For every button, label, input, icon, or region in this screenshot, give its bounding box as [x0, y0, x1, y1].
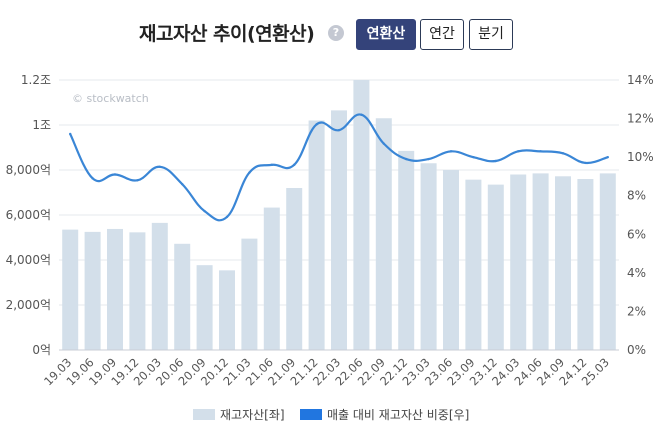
chart-title: 재고자산 추이(연환산) — [139, 23, 315, 45]
ratio-point-23.09[interactable] — [472, 155, 475, 159]
y-right-tick-label: 14% — [627, 73, 654, 87]
y-left-tick-label: 2,000억 — [6, 298, 51, 312]
bar-22.03[interactable] — [331, 110, 347, 350]
bar-23.06[interactable] — [443, 170, 459, 350]
legend-label-inventory: 재고자산[좌] — [220, 408, 285, 422]
help-icon[interactable]: ? — [328, 25, 344, 41]
ratio-point-22.03[interactable] — [337, 128, 341, 132]
ratio-point-20.09[interactable] — [203, 209, 206, 213]
y-right-tick-label: 2% — [627, 304, 646, 318]
chart-legend: 재고자산[좌] 매출 대비 재고자산 비중[우] — [0, 404, 666, 424]
y-right-tick-label: 6% — [627, 227, 646, 241]
ratio-point-23.12[interactable] — [494, 159, 497, 163]
ratio-point-19.12[interactable] — [136, 179, 139, 182]
y-left-tick-label: 0억 — [32, 343, 51, 357]
y-right-tick-label: 12% — [627, 112, 654, 126]
ratio-point-22.12[interactable] — [405, 157, 408, 161]
bar-24.03[interactable] — [510, 174, 527, 351]
y-right-tick-label: 10% — [627, 150, 654, 164]
bar-21.09[interactable] — [286, 188, 303, 350]
ratio-point-21.09[interactable] — [293, 163, 296, 167]
y-right-tick-label: 4% — [627, 266, 646, 280]
legend-swatch-line — [300, 409, 322, 420]
bar-25.03[interactable] — [599, 173, 616, 350]
ratio-point-24.12[interactable] — [584, 161, 587, 165]
y-left-tick-label: 6,000억 — [6, 208, 51, 222]
tab-quarterly[interactable]: 분기 — [469, 19, 513, 50]
y-left-tick-label: 1.2조 — [21, 73, 51, 87]
ratio-point-19.03[interactable] — [69, 132, 72, 136]
ratio-point-20.12[interactable] — [225, 215, 229, 219]
bar-21.06[interactable] — [263, 207, 280, 350]
tab-annual[interactable]: 연간 — [420, 19, 464, 50]
bar-22.09[interactable] — [375, 118, 392, 350]
watermark: © stockwatch — [72, 92, 149, 105]
bar-24.12[interactable] — [577, 179, 594, 350]
y-left-tick-label: 4,000억 — [6, 253, 51, 267]
ratio-point-21.06[interactable] — [270, 163, 273, 167]
bar-24.06[interactable] — [532, 173, 549, 350]
bar-22.06[interactable] — [353, 80, 370, 350]
bar-21.12[interactable] — [308, 120, 325, 351]
ratio-point-23.03[interactable] — [427, 157, 430, 161]
bar-21.03[interactable] — [241, 238, 258, 350]
bar-19.12[interactable] — [129, 232, 146, 350]
ratio-point-24.03[interactable] — [517, 150, 520, 153]
ratio-point-22.09[interactable] — [382, 142, 385, 145]
ratio-point-20.03[interactable] — [158, 165, 161, 168]
y-left-tick-label: 8,000억 — [6, 163, 51, 177]
ratio-point-22.06[interactable] — [360, 113, 363, 116]
bar-23.09[interactable] — [465, 179, 482, 350]
bar-22.12[interactable] — [398, 150, 415, 350]
bar-19.09[interactable] — [107, 228, 123, 350]
bar-24.09[interactable] — [555, 176, 571, 350]
inventory-chart: © stockwatch 0억 2,000억 4,000억 6,000억 8,000억 1… — [6, 73, 654, 388]
ratio-point-19.06[interactable] — [91, 177, 94, 180]
bar-20.06[interactable] — [174, 243, 191, 350]
bar-20.03[interactable] — [151, 222, 168, 350]
bar-23.03[interactable] — [420, 163, 437, 350]
bar-19.03[interactable] — [62, 229, 79, 350]
legend-swatch-bar — [193, 409, 215, 420]
ratio-point-25.03[interactable] — [606, 155, 609, 159]
bar-20.12[interactable] — [219, 270, 235, 350]
ratio-point-21.03[interactable] — [248, 171, 251, 174]
legend-label-ratio: 매출 대비 재고자산 비중[우] — [327, 408, 470, 422]
ratio-point-20.06[interactable] — [181, 182, 184, 186]
ratio-point-19.09[interactable] — [113, 173, 117, 176]
y-right-tick-label: 8% — [627, 189, 646, 203]
chart-header: 재고자산 추이(연환산) ? 연환산 연간 분기 — [0, 0, 666, 70]
ratio-point-23.06[interactable] — [449, 150, 453, 153]
ratio-point-24.09[interactable] — [561, 152, 565, 155]
tab-annualized[interactable]: 연환산 — [356, 19, 416, 50]
y-left-tick-label: 1조 — [32, 118, 51, 132]
bar-23.12[interactable] — [487, 184, 504, 350]
ratio-point-24.06[interactable] — [539, 150, 542, 153]
ratio-point-21.12[interactable] — [315, 123, 318, 126]
y-right-tick-label: 0% — [627, 343, 646, 357]
bar-19.06[interactable] — [84, 231, 101, 350]
bar-20.09[interactable] — [196, 265, 213, 350]
